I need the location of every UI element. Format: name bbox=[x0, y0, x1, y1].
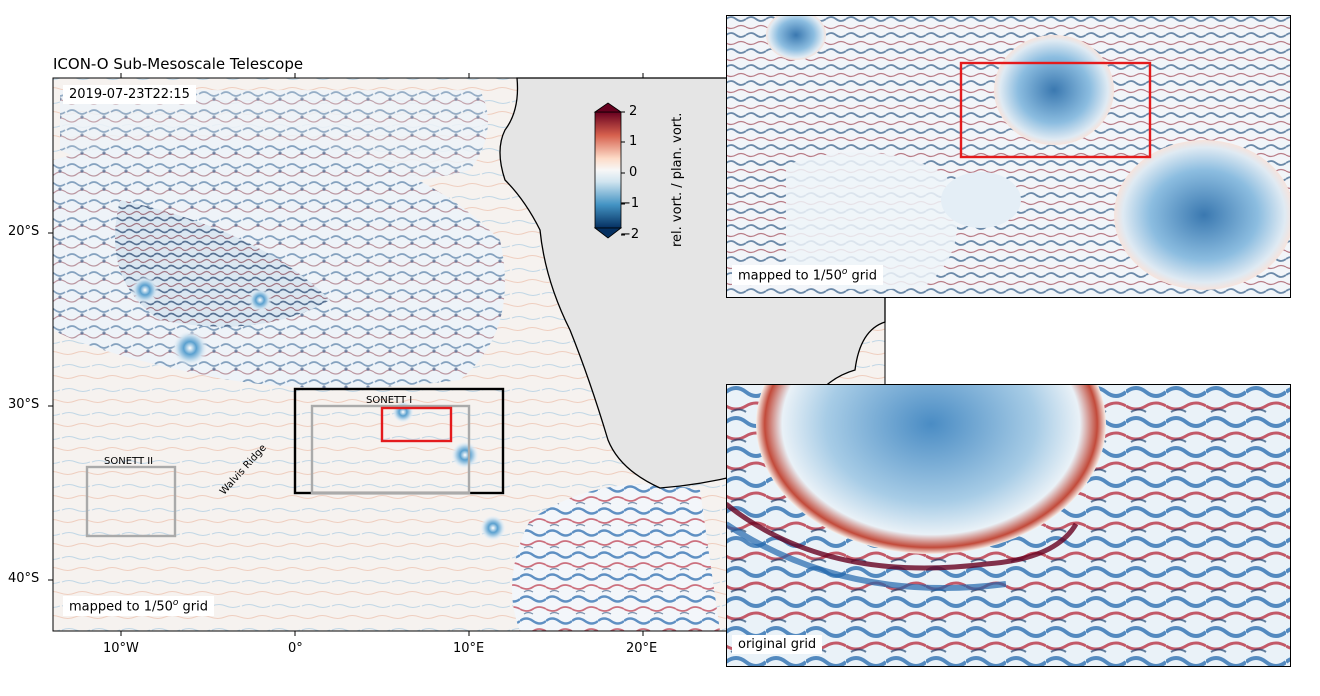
cbar-tick-1: 1 bbox=[629, 134, 638, 149]
inset-bottom-eddy bbox=[756, 384, 1106, 554]
y-tick-20s: 20°S bbox=[8, 224, 40, 239]
sonett1-inner-box bbox=[310, 404, 471, 495]
y-tick-30s: 30°S bbox=[8, 397, 40, 412]
x-tick-0: 0° bbox=[288, 641, 303, 656]
cbar-tick-0: 0 bbox=[629, 165, 638, 180]
inset-bottom-map bbox=[726, 384, 1291, 667]
inset-bottom-label: original grid bbox=[732, 635, 823, 654]
inset-top-label: mapped to 1/50o grid bbox=[732, 265, 884, 286]
colorbar bbox=[594, 111, 622, 229]
inset-eddy-1 bbox=[994, 35, 1114, 145]
y-tick-40s: 40°S bbox=[8, 571, 40, 586]
figure-title: ICON-O Sub-Mesoscale Telescope bbox=[53, 55, 304, 73]
inset-focus-box bbox=[959, 61, 1152, 159]
sonett1-label: SONETT I bbox=[366, 395, 413, 406]
cbar-tick-m1: −1 bbox=[620, 196, 640, 211]
colorbar-label: rel. vort. / plan. vort. bbox=[670, 112, 685, 247]
timestamp-label: 2019-07-23T22:15 bbox=[63, 85, 196, 104]
x-tick-20e: 20°E bbox=[626, 641, 658, 656]
sonett2-label: SONETT II bbox=[104, 456, 154, 467]
focus-box-red bbox=[380, 406, 453, 443]
main-grid-label: mapped to 1/50o grid bbox=[63, 596, 215, 617]
inset-top-map bbox=[726, 15, 1291, 298]
cbar-tick-2: 2 bbox=[629, 104, 638, 119]
agulhas-filaments bbox=[512, 484, 720, 631]
cbar-tick-m2: −2 bbox=[620, 227, 640, 242]
x-tick-10e: 10°E bbox=[453, 641, 485, 656]
sonett2-box bbox=[85, 465, 177, 538]
inset-eddy-2 bbox=[1114, 140, 1291, 290]
x-tick-10w: 10°W bbox=[103, 641, 139, 656]
eddy bbox=[172, 330, 208, 366]
